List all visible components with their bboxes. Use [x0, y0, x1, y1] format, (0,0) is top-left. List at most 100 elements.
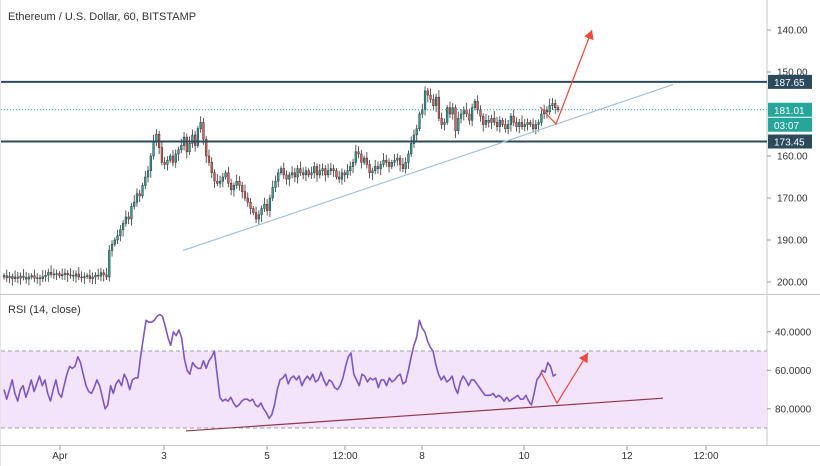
- candle: [307, 168, 310, 178]
- candle: [88, 269, 91, 283]
- candle: [266, 199, 269, 216]
- candle: [335, 168, 338, 180]
- candle: [504, 118, 507, 133]
- time-tick-label: 8: [419, 451, 425, 462]
- candle: [362, 155, 366, 165]
- candle: [285, 170, 288, 185]
- candle: [263, 197, 266, 213]
- candle: [399, 155, 402, 172]
- candle: [471, 103, 474, 127]
- candle: [149, 152, 152, 178]
- candle: [360, 149, 363, 169]
- price-trendline[interactable]: [182, 84, 674, 252]
- candle: [243, 184, 247, 202]
- candle: [515, 117, 518, 132]
- candle: [512, 109, 515, 126]
- price-tick-label: 140.00: [777, 26, 808, 37]
- candle: [238, 176, 241, 191]
- candle: [191, 129, 194, 148]
- candle: [321, 163, 324, 176]
- candle: [326, 163, 330, 178]
- candle: [188, 136, 191, 155]
- candle: [160, 140, 163, 166]
- candle: [393, 154, 396, 167]
- candle: [374, 159, 377, 175]
- candle: [482, 113, 485, 132]
- candle: [329, 163, 332, 176]
- candle: [44, 270, 47, 282]
- candle: [271, 180, 274, 202]
- candle: [122, 220, 125, 237]
- countdown-tag: 03:07: [768, 117, 812, 132]
- candle: [473, 98, 477, 111]
- candle: [410, 136, 413, 157]
- candle: [146, 166, 150, 183]
- candle: [446, 105, 449, 125]
- candle: [11, 273, 14, 286]
- candle: [534, 119, 537, 135]
- time-tick-label: 12:00: [332, 451, 357, 462]
- candle: [5, 269, 8, 282]
- candle: [141, 182, 144, 199]
- candle: [94, 272, 97, 285]
- candle: [415, 124, 418, 142]
- candle: [476, 95, 479, 114]
- candle: [529, 119, 532, 128]
- candle: [418, 111, 421, 132]
- time-tick-label: 10: [518, 451, 530, 462]
- candle: [401, 157, 404, 173]
- candle: [36, 273, 39, 284]
- candle: [338, 170, 341, 184]
- candle: [108, 244, 111, 282]
- candle: [69, 268, 72, 279]
- rsi-trendline[interactable]: [185, 397, 664, 432]
- candle: [479, 105, 482, 122]
- candle: [459, 108, 463, 124]
- rsi-tick-label: 40.0000: [775, 327, 812, 338]
- candle: [318, 164, 321, 179]
- candle: [33, 269, 36, 283]
- candle: [304, 166, 308, 181]
- candle: [144, 170, 147, 190]
- candle: [116, 229, 119, 245]
- candle: [41, 269, 44, 283]
- candle: [484, 113, 488, 129]
- candle: [22, 269, 25, 281]
- candle: [457, 111, 460, 135]
- candle: [293, 167, 296, 183]
- candle: [349, 161, 352, 176]
- candle: [16, 271, 19, 284]
- candle: [124, 210, 127, 227]
- time-tick-label: 12: [621, 451, 633, 462]
- candle: [540, 107, 543, 126]
- time-tick-label: Apr: [52, 451, 68, 462]
- svg-text:173.45: 173.45: [774, 138, 805, 149]
- candle: [526, 118, 529, 131]
- candle: [412, 129, 416, 148]
- candle: [390, 159, 393, 170]
- rsi-title: RSI (14, close): [8, 304, 81, 316]
- candle: [487, 115, 490, 128]
- chart-title: Ethereum / U.S. Dollar, 60, BITSTAMP: [8, 11, 196, 23]
- candle: [387, 158, 391, 173]
- candle: [83, 272, 86, 284]
- candle: [63, 268, 67, 280]
- time-tick-label: 12:00: [693, 451, 718, 462]
- candle: [365, 152, 368, 169]
- candle: [224, 170, 227, 180]
- candle: [507, 119, 510, 135]
- candle: [235, 174, 238, 189]
- candle: [19, 272, 22, 285]
- candle: [133, 195, 136, 210]
- price-projection-arrow: [539, 29, 594, 126]
- candle: [135, 188, 139, 207]
- candle: [357, 146, 360, 159]
- candle: [407, 150, 410, 169]
- rsi-projection-arrow: [540, 352, 589, 405]
- candle: [310, 166, 313, 179]
- candle: [382, 153, 385, 168]
- candle: [260, 205, 263, 222]
- price-tick-label: 200.00: [777, 278, 808, 289]
- rsi-band: [1, 351, 767, 429]
